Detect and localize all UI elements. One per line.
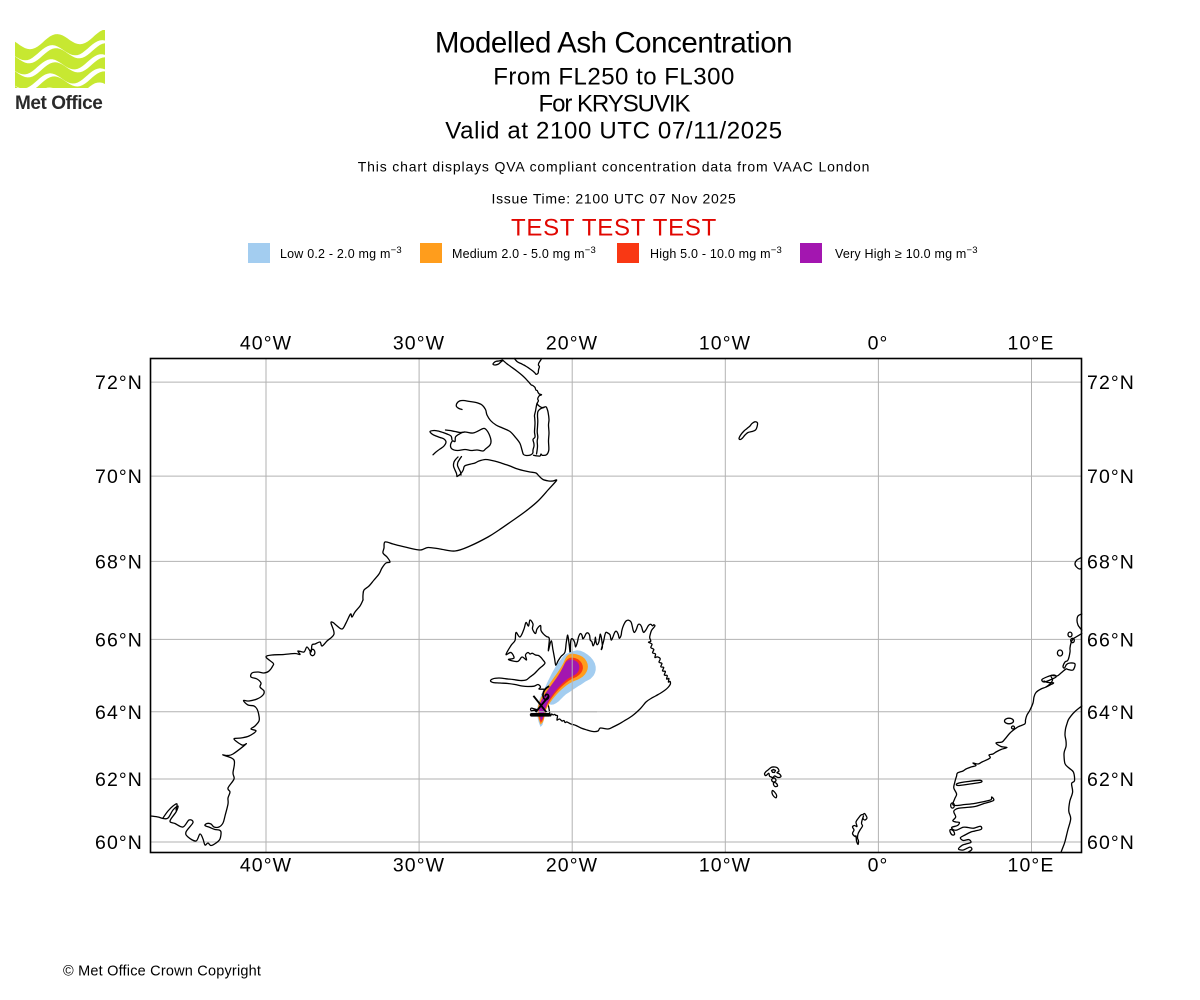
svg-text:Valid at 2100 UTC 07/11/2025: Valid at 2100 UTC 07/11/2025: [445, 118, 783, 145]
svg-text:From FL250 to FL300: From FL250 to FL300: [493, 64, 735, 91]
svg-text:62°N: 62°N: [1087, 769, 1135, 791]
svg-text:For KRYSUVIK: For KRYSUVIK: [538, 91, 690, 118]
svg-text:Medium 2.0 - 5.0 mg m−3: Medium 2.0 - 5.0 mg m−3: [452, 245, 596, 261]
svg-text:68°N: 68°N: [1087, 551, 1135, 573]
svg-text:40°W: 40°W: [240, 855, 292, 877]
svg-text:60°N: 60°N: [95, 832, 143, 854]
svg-text:Modelled Ash Concentration: Modelled Ash Concentration: [435, 26, 792, 59]
svg-text:0°: 0°: [868, 855, 889, 877]
svg-text:High 5.0 - 10.0 mg m−3: High 5.0 - 10.0 mg m−3: [650, 245, 782, 261]
svg-text:20°W: 20°W: [546, 333, 598, 355]
svg-text:0°: 0°: [868, 333, 889, 355]
svg-text:60°N: 60°N: [1087, 832, 1135, 854]
svg-text:66°N: 66°N: [95, 629, 143, 651]
svg-text:10°W: 10°W: [699, 333, 751, 355]
svg-text:64°N: 64°N: [1087, 702, 1135, 724]
svg-text:70°N: 70°N: [95, 466, 143, 488]
svg-text:66°N: 66°N: [1087, 629, 1135, 651]
svg-text:30°W: 30°W: [393, 855, 445, 877]
svg-text:This chart displays QVA compli: This chart displays QVA compliant concen…: [358, 158, 871, 174]
svg-text:20°W: 20°W: [546, 855, 598, 877]
svg-text:Issue Time: 2100 UTC 07 Nov 20: Issue Time: 2100 UTC 07 Nov 2025: [492, 191, 737, 207]
svg-text:10°W: 10°W: [699, 855, 751, 877]
svg-text:72°N: 72°N: [1087, 372, 1135, 394]
svg-text:30°W: 30°W: [393, 333, 445, 355]
svg-text:64°N: 64°N: [95, 702, 143, 724]
svg-text:70°N: 70°N: [1087, 466, 1135, 488]
svg-text:TEST TEST TEST: TEST TEST TEST: [511, 215, 717, 242]
svg-text:40°W: 40°W: [240, 333, 292, 355]
svg-text:Low 0.2 - 2.0 mg m−3: Low 0.2 - 2.0 mg m−3: [280, 245, 402, 261]
svg-text:10°E: 10°E: [1008, 855, 1055, 877]
svg-text:© Met Office Crown Copyright: © Met Office Crown Copyright: [63, 964, 261, 980]
svg-text:68°N: 68°N: [95, 551, 143, 573]
svg-text:Very High ≥ 10.0 mg m−3: Very High ≥ 10.0 mg m−3: [835, 245, 978, 261]
svg-text:72°N: 72°N: [95, 372, 143, 394]
svg-text:62°N: 62°N: [95, 769, 143, 791]
svg-text:10°E: 10°E: [1008, 333, 1055, 355]
svg-text:Met Office: Met Office: [15, 93, 102, 114]
